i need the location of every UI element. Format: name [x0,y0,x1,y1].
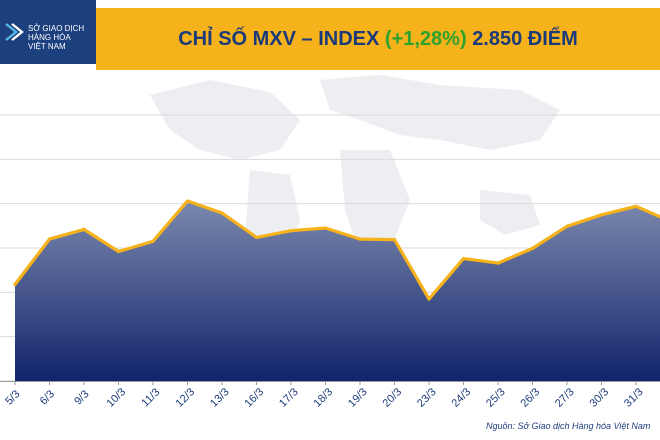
x-tick-label: 1/4 [659,388,660,407]
x-tick-labels: 5/3 6/3 9/3 10/3 11/3 12/3 13/3 16/3 17/3 18/3 19/… [3,386,660,410]
title-suffix: 2.850 ĐIỂM [472,28,578,50]
data-point-31/3 [634,204,638,208]
data-point-24/3 [461,257,466,261]
logo-panel: SỞ GIAO DỊCH HÀNG HÓA VIỆT NAM [0,0,96,64]
data-point-27/3 [565,224,569,228]
data-point-5/3 [13,282,17,286]
data-point-12/3 [185,199,190,203]
x-tick-label: 5/3 [3,388,22,407]
x-tick-label: 9/3 [72,388,91,407]
x-tick-label: 11/3 [139,386,162,409]
data-point-19/3 [358,237,362,241]
title-prefix: CHỈ SỐ MXV – INDEX [178,28,380,50]
source-note: Nguồn: Sở Giao dịch Hàng hóa Việt Nam [486,421,651,431]
x-tick-label: 26/3 [519,386,543,410]
x-tick-label: 27/3 [553,386,577,410]
chart-title: CHỈ SỐ MXV – INDEX (+1,28%) 2.850 ĐIỂM [96,8,660,70]
data-points [13,199,638,301]
data-point-11/3 [151,239,155,243]
data-point-23/3 [427,297,431,301]
x-tick-label: 6/3 [38,388,57,407]
data-point-26/3 [530,246,535,251]
data-point-17/3 [289,229,293,233]
data-point-18/3 [323,226,328,230]
x-ticks [0,381,660,385]
x-tick-label: 31/3 [622,386,646,410]
x-tick-label: 18/3 [312,386,336,410]
exchange-logo-icon [5,23,24,41]
logo-line-1: SỞ GIAO DỊCH [28,24,85,33]
title-change: (+1,28%) [384,28,467,50]
logo-text: SỞ GIAO DỊCH HÀNG HÓA VIỆT NAM [28,24,84,51]
x-tick-label: 17/3 [277,386,301,410]
x-tick-label: 13/3 [208,386,232,410]
logo-line-3: VIỆT NAM [28,42,66,51]
data-point-13/3 [220,211,224,215]
x-tick-label: 16/3 [243,386,267,410]
data-point-6/3 [47,237,52,241]
area-fill [15,201,660,381]
x-tick-label: 20/3 [381,386,405,410]
x-tick-label: 25/3 [484,386,508,410]
logo-line-2: HÀNG HÓA [28,33,71,42]
data-point-25/3 [496,261,500,265]
x-tick-label: 12/3 [174,386,198,410]
data-point-10/3 [116,249,121,254]
x-tick-label: 10/3 [105,386,129,410]
x-tick-label: 24/3 [450,386,474,410]
x-tick-label: 30/3 [588,386,612,410]
x-tick-label: 23/3 [415,386,439,410]
data-point-30/3 [599,213,604,217]
header-bar: CHỈ SỐ MXV – INDEX (+1,28%) 2.850 ĐIỂM [96,8,660,70]
data-point-20/3 [392,237,397,242]
data-point-16/3 [254,235,259,239]
world-map-watermark [150,75,560,280]
data-point-9/3 [82,227,86,231]
x-tick-label: 19/3 [346,386,370,410]
